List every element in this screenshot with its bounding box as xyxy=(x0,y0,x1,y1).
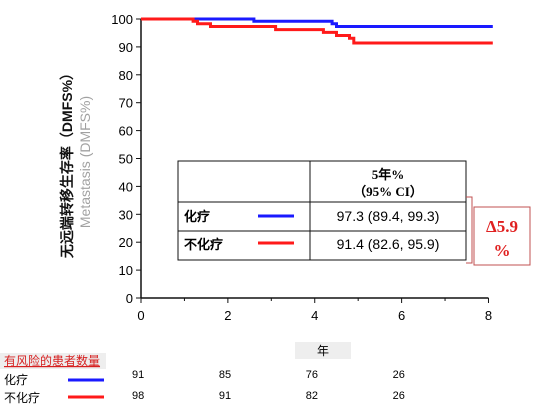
table-header-line1: 5年% xyxy=(372,167,405,182)
at-risk-values: 91 85 76 26 98 91 82 26 xyxy=(132,369,405,402)
x-axis-label-bg xyxy=(295,342,351,359)
at-risk-value: 91 xyxy=(219,390,231,402)
at-risk-title: 有风险的患者数量 xyxy=(4,353,100,368)
table-row-value-chemo: 97.3 (89.4, 99.3) xyxy=(337,208,440,224)
y-axis-label: 无远端转移生存率（DMFS%） xyxy=(59,66,75,259)
y-tick-label: 30 xyxy=(119,207,133,222)
y-tick-label: 50 xyxy=(119,152,133,167)
delta-value: Δ5.9 xyxy=(486,217,518,236)
at-risk-label-chemo: 化疗 xyxy=(4,373,28,387)
y-tick-label: 80 xyxy=(119,68,133,83)
curve-chemo xyxy=(141,17,493,28)
x-axis-label: 年 xyxy=(317,344,329,358)
delta-box xyxy=(473,206,531,266)
at-risk-table: 有风险的患者数量 化疗 不化疗 91 85 76 26 98 91 82 26 xyxy=(0,353,405,405)
y-tick-label: 100 xyxy=(111,12,133,27)
at-risk-value: 85 xyxy=(219,369,231,381)
at-risk-value: 26 xyxy=(393,369,405,381)
table-header-line2: （95% CI） xyxy=(353,184,423,199)
x-tick-label: 6 xyxy=(398,308,405,323)
x-tick-label: 2 xyxy=(224,308,231,323)
y-tick-label: 40 xyxy=(119,179,133,194)
at-risk-value: 82 xyxy=(306,390,318,402)
y-tick-label: 90 xyxy=(119,40,133,55)
at-risk-title-bg xyxy=(0,353,106,369)
at-risk-value: 91 xyxy=(132,369,144,381)
x-tick-label: 0 xyxy=(137,308,144,323)
table-row-label-chemo: 化疗 xyxy=(184,209,210,224)
table-row-label-nochemo: 不化疗 xyxy=(184,237,223,252)
delta-unit: % xyxy=(494,241,511,260)
y-tick-label: 0 xyxy=(126,291,133,306)
y-axis-ghost-label: Metastasis (DMFS%) xyxy=(77,96,93,228)
x-tick-label: 8 xyxy=(485,308,492,323)
axes: 0 10 20 30 40 50 60 70 80 90 100 0 2 4 6 8 xyxy=(111,12,492,323)
at-risk-label-nochemo: 不化疗 xyxy=(4,391,40,405)
at-risk-value: 98 xyxy=(132,390,144,402)
y-tick-label: 60 xyxy=(119,124,133,139)
x-tick-label: 4 xyxy=(311,308,318,323)
five-year-table: 5年% （95% CI） 化疗 97.3 (89.4, 99.3) 不化疗 91… xyxy=(177,160,467,261)
at-risk-value: 26 xyxy=(393,390,405,402)
table-row-value-nochemo: 91.4 (82.6, 95.9) xyxy=(337,236,440,252)
y-tick-label: 10 xyxy=(119,263,133,278)
delta-bracket xyxy=(466,196,473,264)
y-tick-label: 20 xyxy=(119,235,133,250)
y-tick-label: 70 xyxy=(119,96,133,111)
at-risk-value: 76 xyxy=(306,369,318,381)
curve-no-chemo xyxy=(141,17,493,45)
survival-curves xyxy=(141,17,493,45)
delta-annotation: Δ5.9 % xyxy=(466,196,531,266)
